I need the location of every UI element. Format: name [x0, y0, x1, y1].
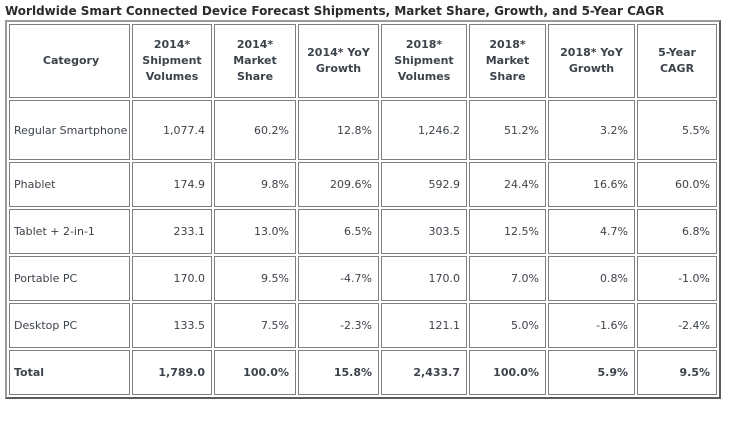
- table-row-phablet: Phablet 174.9 9.8% 209.6% 592.9 24.4% 16…: [9, 162, 717, 207]
- column-header-5-year-cagr: 5-Year CAGR: [637, 24, 717, 98]
- table-row-tablet-2in1: Tablet + 2-in-1 233.1 13.0% 6.5% 303.5 1…: [9, 209, 717, 254]
- table-row-portable-pc: Portable PC 170.0 9.5% -4.7% 170.0 7.0% …: [9, 256, 717, 301]
- value-cell: 170.0: [132, 256, 212, 301]
- value-cell: 16.6%: [548, 162, 635, 207]
- value-cell: -2.3%: [298, 303, 379, 348]
- value-cell: 6.8%: [637, 209, 717, 254]
- header-row: Category 2014* Shipment Volumes 2014* Ma…: [9, 24, 717, 98]
- value-cell: 592.9: [381, 162, 467, 207]
- value-cell: 7.5%: [214, 303, 296, 348]
- value-cell: 9.5%: [214, 256, 296, 301]
- value-cell: 0.8%: [548, 256, 635, 301]
- value-cell: 6.5%: [298, 209, 379, 254]
- column-header-2014-market-share: 2014* Market Share: [214, 24, 296, 98]
- value-cell: 12.5%: [469, 209, 546, 254]
- column-header-2018-market-share: 2018* Market Share: [469, 24, 546, 98]
- value-cell: 60.0%: [637, 162, 717, 207]
- value-cell: 15.8%: [298, 350, 379, 395]
- forecast-table: Category 2014* Shipment Volumes 2014* Ma…: [5, 20, 721, 399]
- value-cell: -1.0%: [637, 256, 717, 301]
- value-cell: 233.1: [132, 209, 212, 254]
- value-cell: -4.7%: [298, 256, 379, 301]
- value-cell: 303.5: [381, 209, 467, 254]
- value-cell: 5.5%: [637, 100, 717, 160]
- category-cell: Portable PC: [9, 256, 130, 301]
- value-cell: 4.7%: [548, 209, 635, 254]
- table-row-total: Total 1,789.0 100.0% 15.8% 2,433.7 100.0…: [9, 350, 717, 395]
- category-cell: Phablet: [9, 162, 130, 207]
- value-cell: 60.2%: [214, 100, 296, 160]
- category-cell: Desktop PC: [9, 303, 130, 348]
- value-cell: 1,789.0: [132, 350, 212, 395]
- column-header-2014-yoy-growth: 2014* YoY Growth: [298, 24, 379, 98]
- value-cell: 2,433.7: [381, 350, 467, 395]
- value-cell: 174.9: [132, 162, 212, 207]
- value-cell: 7.0%: [469, 256, 546, 301]
- value-cell: 1,246.2: [381, 100, 467, 160]
- column-header-category: Category: [9, 24, 130, 98]
- column-header-2014-shipment-volumes: 2014* Shipment Volumes: [132, 24, 212, 98]
- value-cell: 51.2%: [469, 100, 546, 160]
- table-row-regular-smartphone: Regular Smartphone 1,077.4 60.2% 12.8% 1…: [9, 100, 717, 160]
- value-cell: 133.5: [132, 303, 212, 348]
- value-cell: 13.0%: [214, 209, 296, 254]
- value-cell: 5.9%: [548, 350, 635, 395]
- value-cell: -1.6%: [548, 303, 635, 348]
- column-header-2018-yoy-growth: 2018* YoY Growth: [548, 24, 635, 98]
- value-cell: 9.8%: [214, 162, 296, 207]
- value-cell: 9.5%: [637, 350, 717, 395]
- value-cell: 121.1: [381, 303, 467, 348]
- value-cell: 100.0%: [214, 350, 296, 395]
- value-cell: 100.0%: [469, 350, 546, 395]
- value-cell: 5.0%: [469, 303, 546, 348]
- table-title: Worldwide Smart Connected Device Forecas…: [5, 4, 665, 18]
- value-cell: -2.4%: [637, 303, 717, 348]
- category-cell: Total: [9, 350, 130, 395]
- value-cell: 24.4%: [469, 162, 546, 207]
- value-cell: 3.2%: [548, 100, 635, 160]
- value-cell: 12.8%: [298, 100, 379, 160]
- category-cell: Tablet + 2-in-1: [9, 209, 130, 254]
- value-cell: 170.0: [381, 256, 467, 301]
- table-row-desktop-pc: Desktop PC 133.5 7.5% -2.3% 121.1 5.0% -…: [9, 303, 717, 348]
- value-cell: 209.6%: [298, 162, 379, 207]
- value-cell: 1,077.4: [132, 100, 212, 160]
- category-cell: Regular Smartphone: [9, 100, 130, 160]
- column-header-2018-shipment-volumes: 2018* Shipment Volumes: [381, 24, 467, 98]
